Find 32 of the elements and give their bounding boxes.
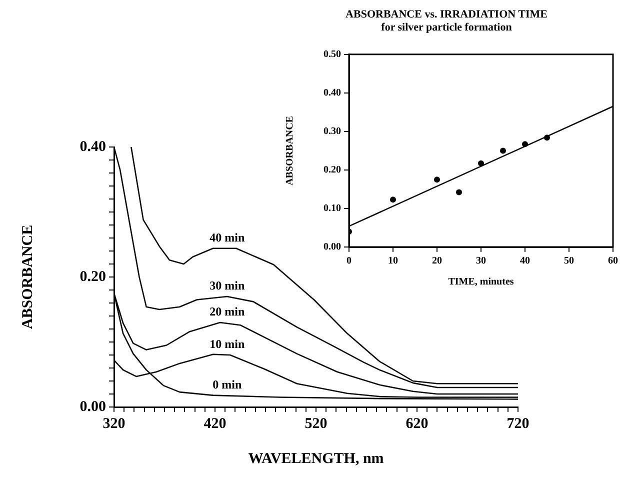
series-label: 40 min xyxy=(210,230,245,244)
y-tick-label: 0.10 xyxy=(324,203,341,214)
x-axis-title: WAVELENGTH, nm xyxy=(248,450,384,467)
series-label: 0 min xyxy=(212,377,242,392)
series-label: 20 min xyxy=(210,304,245,319)
x-tick-label: 420 xyxy=(204,416,226,432)
y-axis-title: ABSORBANCE xyxy=(20,224,36,330)
chart-subtitle: for silver particle formation xyxy=(381,22,512,34)
y-tick-label: 0.40 xyxy=(324,88,341,98)
x-tick-label: 0 xyxy=(346,256,352,267)
y-tick-label: 0.40 xyxy=(80,138,106,155)
x-tick-label: 10 xyxy=(388,256,398,267)
x-tick-label: 40 xyxy=(520,256,530,267)
series-label: 10 min xyxy=(210,337,245,352)
x-tick-label: 50 xyxy=(564,256,574,267)
y-axis-title: ABSORBANCE xyxy=(284,116,296,186)
x-tick-label: 30 xyxy=(476,256,486,267)
x-tick-label: 20 xyxy=(432,256,442,267)
y-tick-label: 0.20 xyxy=(80,268,106,285)
x-axis-title: TIME, minutes xyxy=(448,276,514,288)
y-tick-label: 0.30 xyxy=(324,126,341,138)
x-tick-label: 720 xyxy=(506,416,530,432)
series-label: 30 min xyxy=(210,278,245,293)
y-tick-label: 0.00 xyxy=(80,398,106,415)
y-tick-label: 0.50 xyxy=(324,48,341,60)
y-tick-label: 0.00 xyxy=(324,242,341,253)
x-tick-label: 320 xyxy=(102,416,126,432)
x-tick-label: 520 xyxy=(304,416,328,432)
y-tick-label: 0.20 xyxy=(324,164,341,176)
x-tick-label: 620 xyxy=(406,416,428,432)
chart-title: ABSORBANCE vs. IRRADIATION TIME xyxy=(346,8,548,20)
x-tick-label: 60 xyxy=(608,256,618,267)
